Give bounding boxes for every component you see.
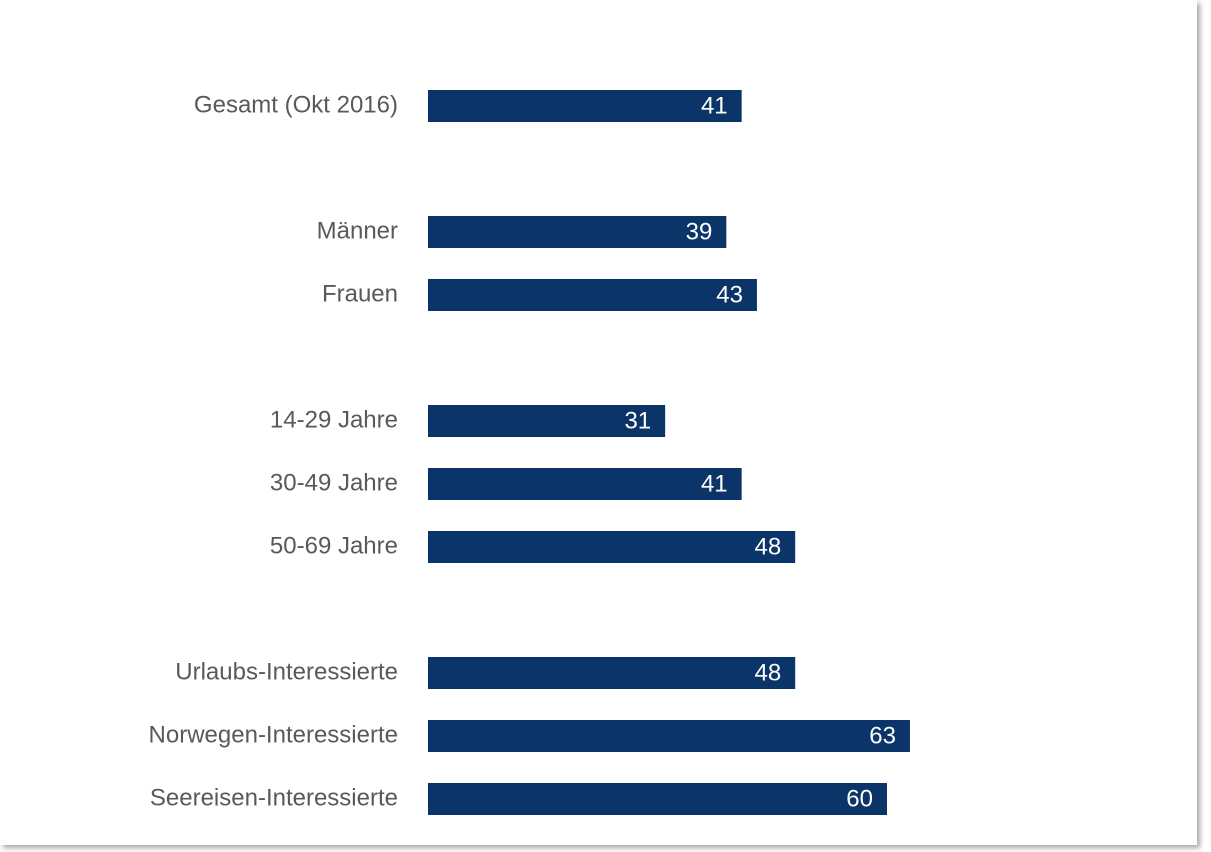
category-label: Gesamt (Okt 2016) [194, 91, 398, 118]
value-label: 48 [754, 533, 781, 560]
bar [428, 720, 910, 752]
category-label: 30-49 Jahre [270, 469, 398, 496]
value-label: 31 [624, 407, 651, 434]
bar [428, 405, 666, 437]
bar [428, 783, 887, 815]
category-label: 50-69 Jahre [270, 532, 398, 559]
bar [428, 90, 742, 122]
bar [428, 468, 742, 500]
value-label: 63 [869, 722, 896, 749]
value-label: 41 [701, 92, 728, 119]
value-label: 43 [716, 281, 743, 308]
value-label: 60 [846, 785, 873, 812]
category-label: Seereisen-Interessierte [150, 784, 398, 811]
value-label: 39 [686, 218, 713, 245]
category-label: 14-29 Jahre [270, 406, 398, 433]
value-label: 41 [701, 470, 728, 497]
bar [428, 279, 757, 311]
category-label: Frauen [322, 280, 398, 307]
value-label: 48 [754, 659, 781, 686]
category-label: Männer [317, 217, 398, 244]
bar [428, 657, 796, 689]
category-label: Urlaubs-Interessierte [175, 658, 398, 685]
bar [428, 531, 796, 563]
category-label: Norwegen-Interessierte [149, 721, 398, 748]
bar [428, 216, 727, 248]
